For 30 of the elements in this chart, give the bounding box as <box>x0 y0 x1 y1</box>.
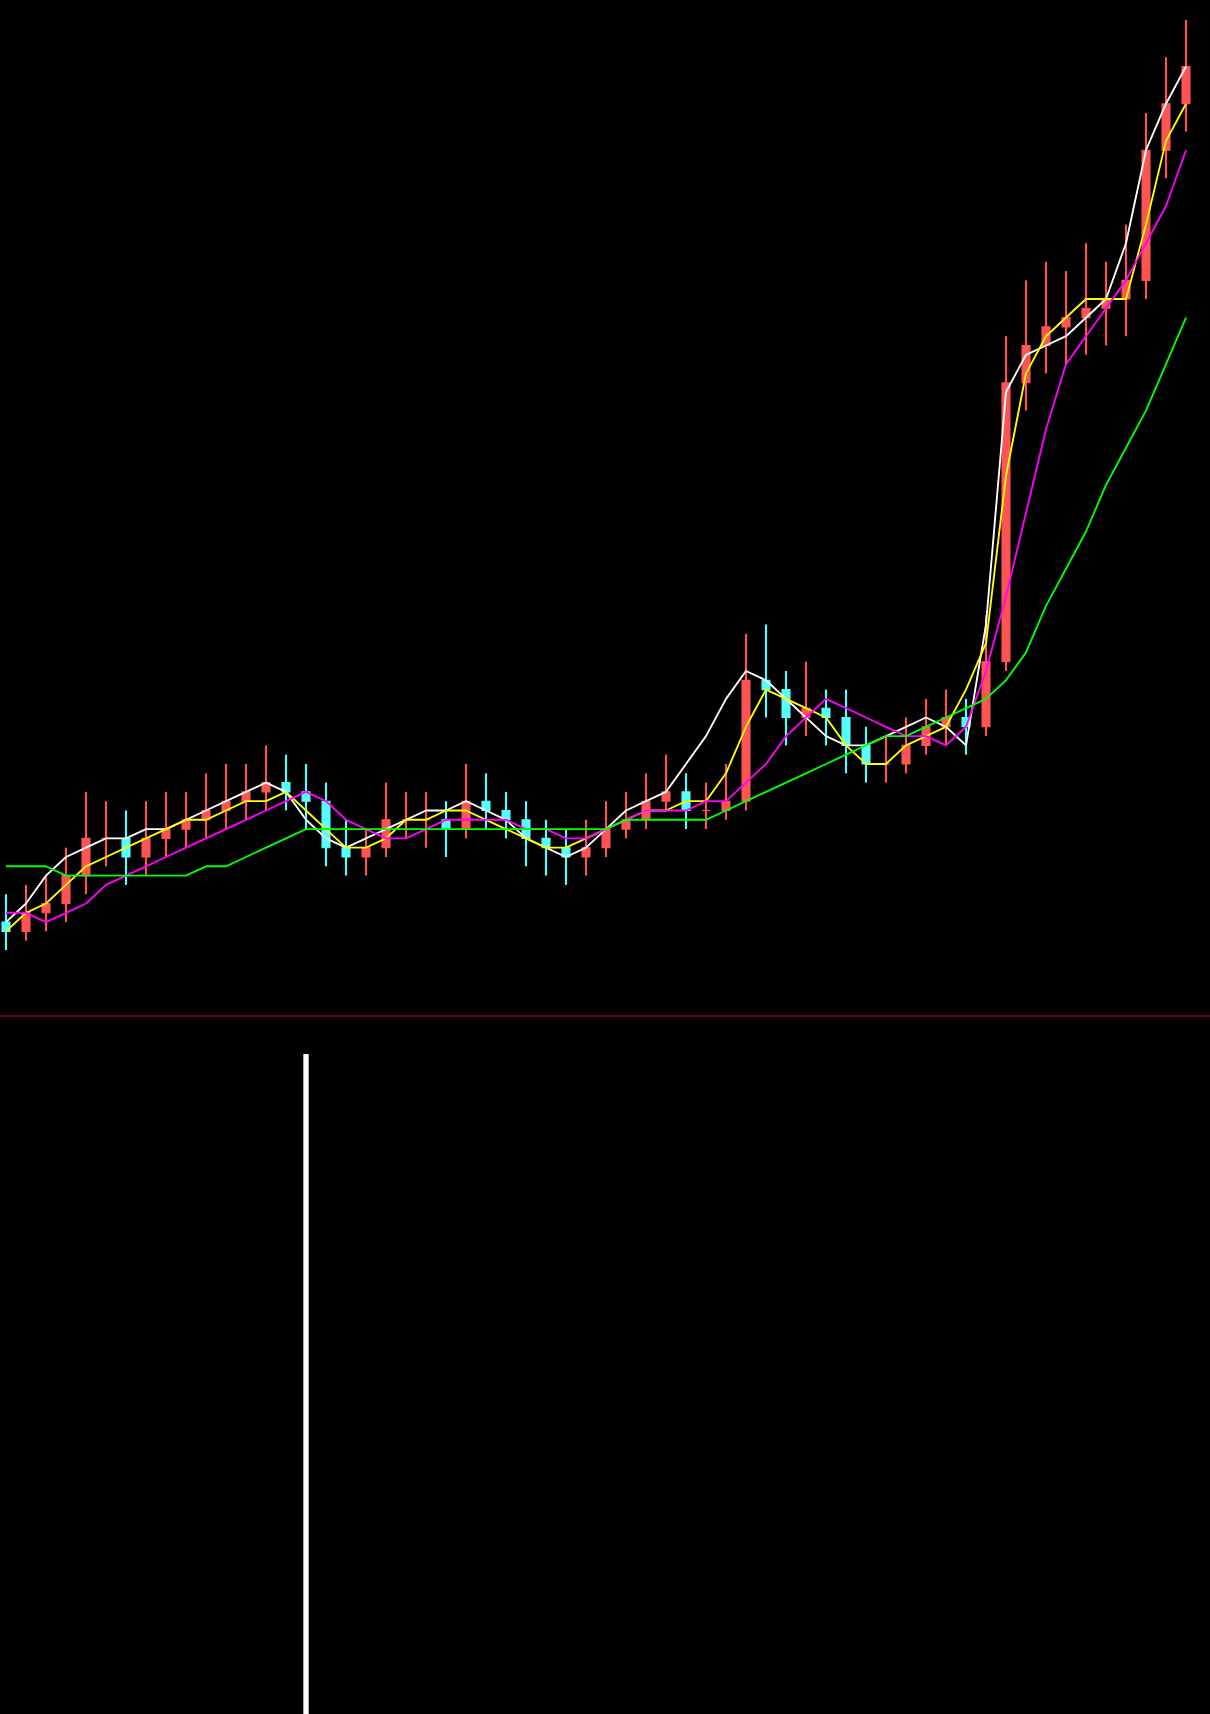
candlestick <box>81 790 91 896</box>
candlestick <box>861 725 871 784</box>
candlestick <box>21 883 31 942</box>
candlestick <box>261 744 271 812</box>
candlestick <box>821 688 831 747</box>
candlestick <box>1061 270 1071 366</box>
candlestick <box>341 818 351 877</box>
candlestick <box>301 762 311 831</box>
candlestick <box>781 669 791 747</box>
candlestick <box>661 753 671 812</box>
candlestick <box>1181 18 1191 133</box>
candlestick <box>121 809 131 886</box>
candlestick <box>161 790 171 859</box>
candlestick <box>541 818 551 877</box>
candlestick <box>361 828 371 877</box>
candlestick <box>281 753 291 812</box>
candlestick <box>501 790 511 840</box>
candlestick <box>481 772 491 831</box>
candlestick <box>1161 56 1171 180</box>
candlestick <box>181 790 191 849</box>
candlestick <box>1 893 11 952</box>
candlestick <box>901 716 911 775</box>
candlestick <box>601 800 611 859</box>
candlestick <box>1081 242 1091 356</box>
candlestick <box>841 688 851 775</box>
candlestick <box>61 846 71 924</box>
candlestick <box>581 818 591 877</box>
candlestick <box>141 800 151 877</box>
candlestick <box>621 790 631 840</box>
candlestick <box>41 874 51 933</box>
